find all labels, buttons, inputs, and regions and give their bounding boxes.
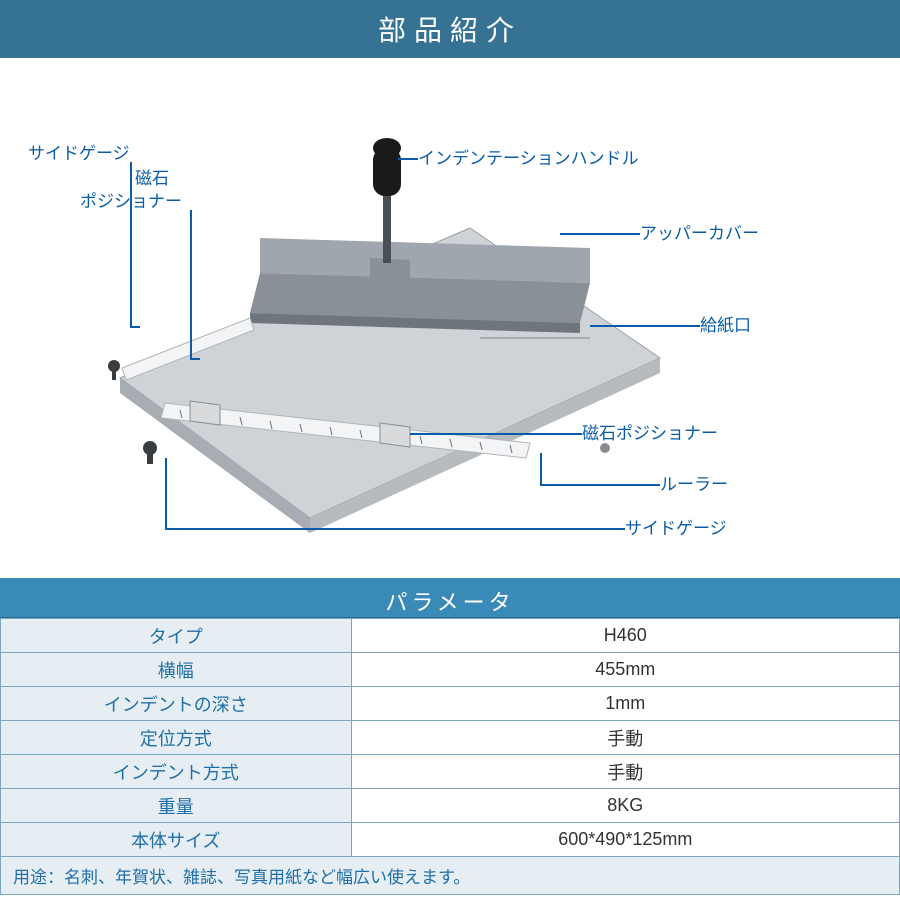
table-row: 横幅 455mm: [1, 653, 900, 687]
leader: [165, 528, 625, 530]
table-row: 重量 8KG: [1, 789, 900, 823]
leader: [130, 326, 140, 328]
spec-key: 横幅: [1, 653, 352, 687]
leader: [540, 484, 660, 486]
spec-key: 重量: [1, 789, 352, 823]
spec-key: インデント方式: [1, 755, 352, 789]
spec-value: 600*490*125mm: [351, 823, 899, 857]
leader: [398, 158, 418, 160]
table-row: インデントの深さ 1mm: [1, 687, 900, 721]
leader: [410, 433, 582, 435]
callout-handle: インデンテーションハンドル: [418, 148, 639, 170]
spec-value: 8KG: [351, 789, 899, 823]
callout-feed-slot: 給紙口: [700, 315, 751, 337]
labeled-diagram: サイドゲージ 磁石 ポジショナー インデンテーションハンドル アッパーカバー 給…: [0, 58, 900, 578]
spec-value: 1mm: [351, 687, 899, 721]
leader: [540, 453, 542, 486]
spec-key: 定位方式: [1, 721, 352, 755]
spec-key: 本体サイズ: [1, 823, 352, 857]
spec-value: H460: [351, 619, 899, 653]
callout-upper-cover: アッパーカバー: [640, 223, 759, 245]
leader: [190, 358, 200, 360]
spec-key: タイプ: [1, 619, 352, 653]
callout-ruler: ルーラー: [660, 474, 728, 496]
leader: [590, 325, 700, 327]
table-row: 定位方式 手動: [1, 721, 900, 755]
usage-note: 用途：名刺、年賀状、雑誌、写真用紙など幅広い使えます。: [0, 857, 900, 895]
callout-side-gauge-top: サイドゲージ: [28, 143, 130, 165]
param-header: パラメータ: [0, 578, 900, 618]
leader: [130, 162, 132, 327]
table-row: インデント方式 手動: [1, 755, 900, 789]
leader: [190, 210, 192, 360]
section-header: 部品紹介: [0, 0, 900, 58]
spec-value: 手動: [351, 721, 899, 755]
callout-magnet: 磁石: [135, 168, 169, 190]
callout-side-gauge-bot: サイドゲージ: [625, 518, 727, 540]
leader: [560, 233, 640, 235]
spec-value: 手動: [351, 755, 899, 789]
table-row: タイプ H460: [1, 619, 900, 653]
table-row: 本体サイズ 600*490*125mm: [1, 823, 900, 857]
header-title: 部品紹介: [378, 9, 522, 49]
spec-table: タイプ H460 横幅 455mm インデントの深さ 1mm 定位方式 手動 イ…: [0, 618, 900, 857]
callout-magnet-positioner: 磁石ポジショナー: [582, 423, 718, 445]
spec-value: 455mm: [351, 653, 899, 687]
spec-key: インデントの深さ: [1, 687, 352, 721]
param-header-title: パラメータ: [385, 585, 514, 617]
leader: [165, 458, 167, 530]
